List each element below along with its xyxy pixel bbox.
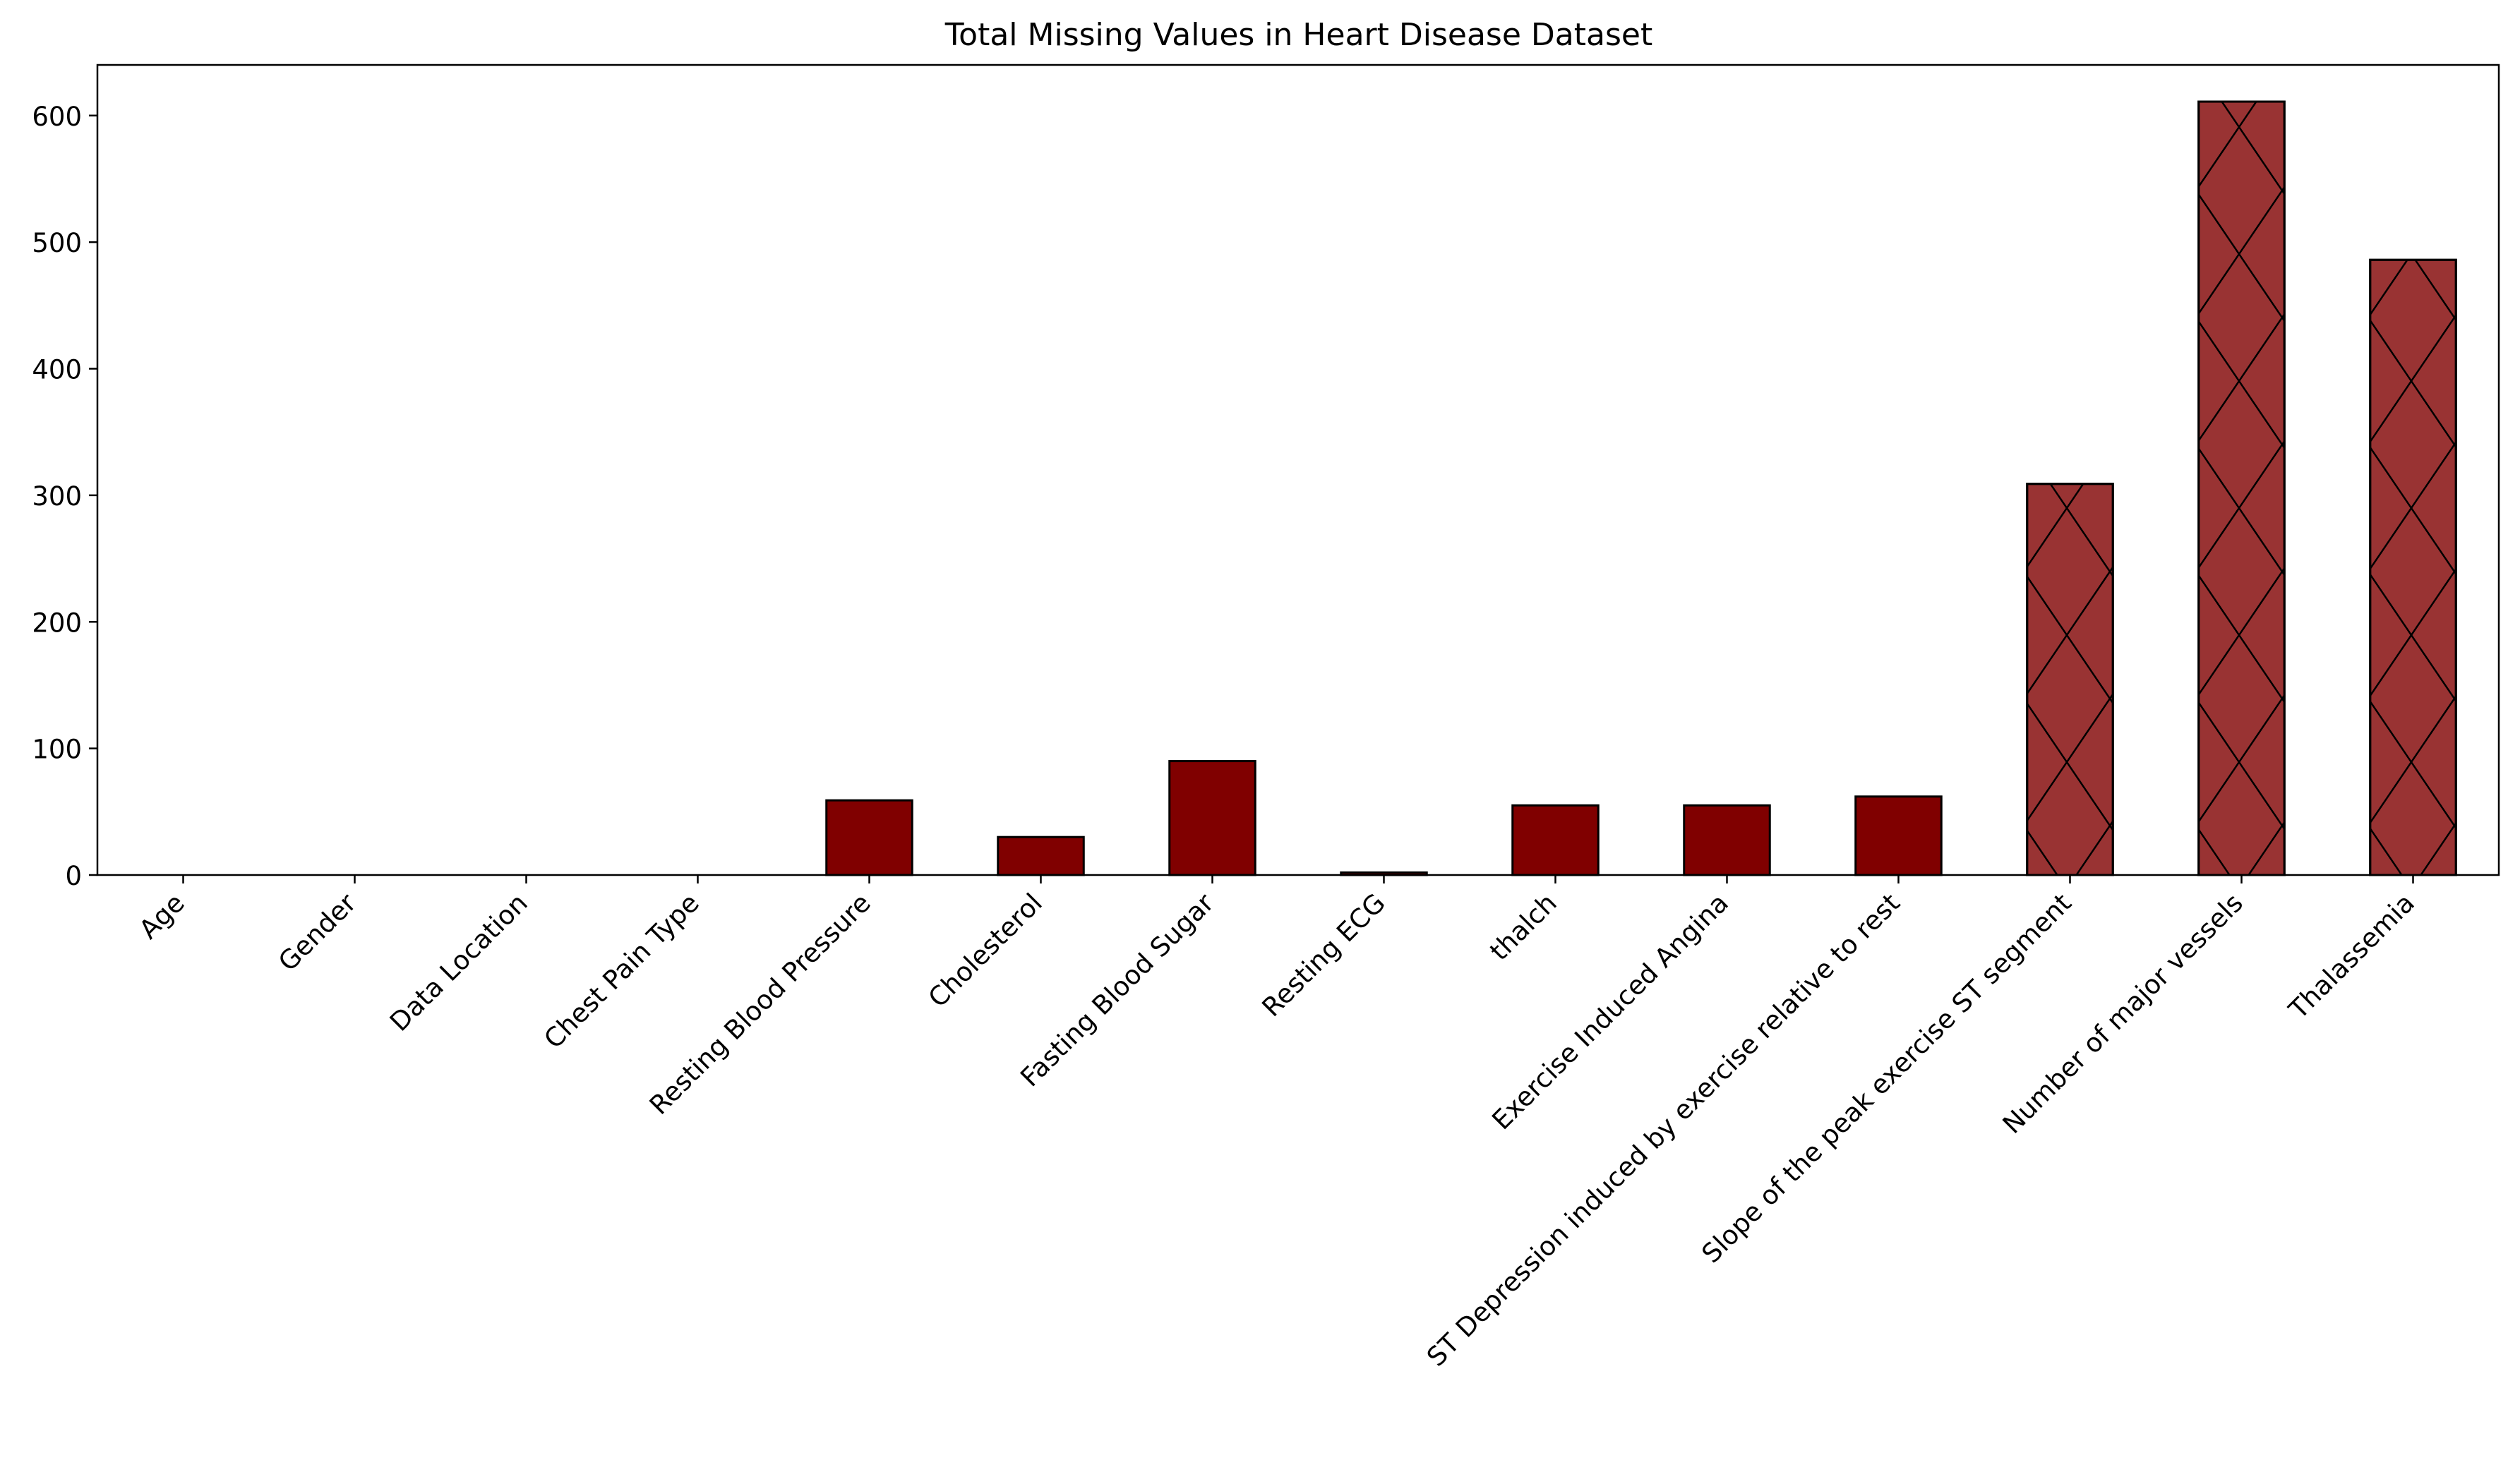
bar-group <box>1854 795 1943 876</box>
x-axis: Age Gender Data Location Chest Pain Type Res… <box>133 875 2420 1372</box>
bar <box>1511 804 1600 876</box>
y-tick-label: 500 <box>32 228 82 258</box>
bar-group <box>1511 804 1600 876</box>
x-tick-label: Resting ECG <box>1256 888 1391 1022</box>
x-tick-label: thalch <box>1484 888 1563 967</box>
bar <box>1683 804 1771 876</box>
bar-group <box>2369 258 2457 876</box>
y-tick-label: 200 <box>32 608 82 638</box>
bar-group <box>1683 804 1771 876</box>
bar-group <box>825 799 913 876</box>
bar-hatch <box>2026 483 2114 876</box>
y-tick-label: 300 <box>32 481 82 512</box>
y-tick-label: 0 <box>65 861 82 891</box>
bar-group <box>2026 483 2114 876</box>
bar <box>997 835 1085 876</box>
bar-hatch <box>2369 258 2457 876</box>
bar <box>825 799 913 876</box>
bar <box>1854 795 1943 876</box>
x-tick-label: Age <box>133 888 191 945</box>
y-tick-label: 100 <box>32 735 82 765</box>
bar-group <box>1168 760 1256 876</box>
x-tick-label: Slope of the peak exercise ST segment <box>1696 888 2077 1269</box>
x-tick-label: Cholesterol <box>923 888 1048 1013</box>
x-tick-label: Gender <box>272 887 362 977</box>
chart-title: Total Missing Values in Heart Disease Da… <box>944 17 1652 53</box>
x-tick-label: Thalassemia <box>2283 888 2420 1025</box>
x-tick-label: Chest Pain Type <box>538 888 704 1054</box>
bar-group <box>2197 100 2286 876</box>
axes-frame <box>96 64 2500 876</box>
bar-group <box>997 835 1085 876</box>
x-tick-label: Fasting Blood Sugar <box>1014 887 1220 1092</box>
bar <box>1168 760 1256 876</box>
x-tick-label: Data Location <box>384 888 534 1037</box>
y-tick-label: 400 <box>32 355 82 385</box>
plot-area <box>825 100 2457 876</box>
bar-hatch <box>2197 100 2286 876</box>
y-tick-label: 600 <box>32 102 82 132</box>
y-axis: 0 100 200 300 400 500 600 <box>32 102 97 891</box>
